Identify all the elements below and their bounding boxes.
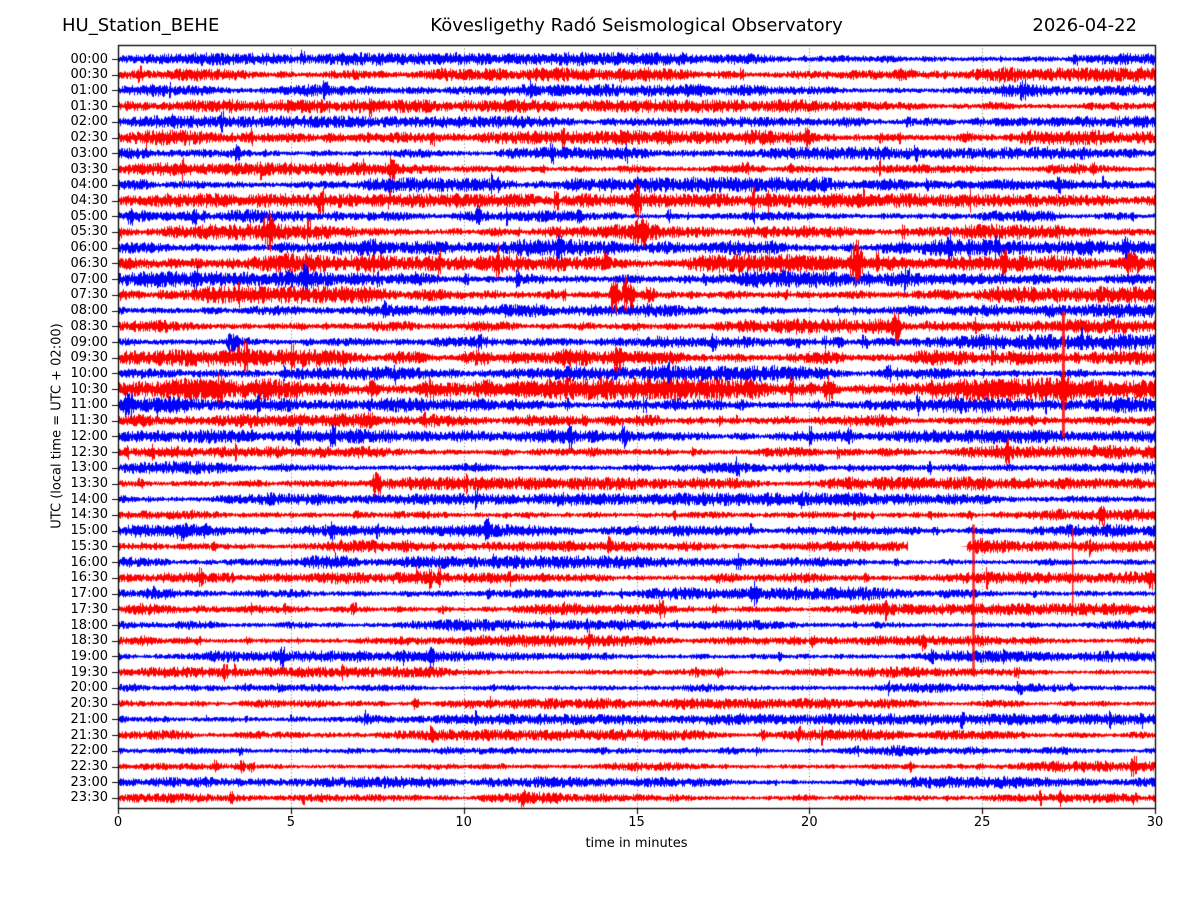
y-tick-label: 01:00 bbox=[70, 82, 108, 98]
y-tick-label: 11:30 bbox=[70, 413, 108, 429]
x-tick-label: 15 bbox=[628, 815, 645, 830]
y-tick-label: 13:00 bbox=[70, 460, 108, 476]
y-tick-label: 12:00 bbox=[70, 428, 108, 444]
y-tick-label: 10:00 bbox=[70, 365, 108, 381]
y-tick-label: 12:30 bbox=[70, 444, 108, 460]
y-tick-label: 00:00 bbox=[70, 51, 108, 67]
y-tick-label: 00:30 bbox=[70, 67, 108, 83]
y-tick-label: 20:30 bbox=[70, 696, 108, 712]
x-tick-label: 25 bbox=[973, 815, 991, 830]
date-label: 2026-04-22 bbox=[1032, 15, 1137, 36]
y-tick-label: 06:30 bbox=[70, 255, 108, 271]
y-tick-label: 07:00 bbox=[70, 271, 108, 287]
y-tick-label: 01:30 bbox=[70, 98, 108, 114]
y-tick-label: 18:00 bbox=[70, 617, 108, 633]
x-axis-label: time in minutes bbox=[585, 836, 688, 851]
y-tick-label: 05:00 bbox=[70, 208, 108, 224]
y-tick-label: 09:30 bbox=[70, 350, 108, 366]
y-tick-label: 03:00 bbox=[70, 145, 108, 161]
y-tick-label: 19:00 bbox=[70, 648, 108, 664]
y-tick-label: 14:30 bbox=[70, 507, 108, 523]
x-tick-label: 5 bbox=[286, 815, 295, 830]
y-tick-label: 20:00 bbox=[70, 680, 108, 696]
y-tick-label: 16:00 bbox=[70, 554, 108, 570]
y-tick-label: 22:00 bbox=[70, 743, 108, 759]
y-tick-label: 02:30 bbox=[70, 130, 108, 146]
y-tick-label: 14:00 bbox=[70, 491, 108, 507]
y-tick-label: 18:30 bbox=[70, 633, 108, 649]
y-tick-label: 21:30 bbox=[70, 727, 108, 743]
station-label: HU_Station_BEHE bbox=[62, 15, 220, 36]
y-tick-label: 16:30 bbox=[70, 570, 108, 586]
observatory-title: Kövesligethy Radó Seismological Observat… bbox=[430, 15, 843, 36]
y-tick-label: 19:30 bbox=[70, 664, 108, 680]
y-tick-label: 17:00 bbox=[70, 586, 108, 602]
y-tick-label: 04:00 bbox=[70, 177, 108, 193]
x-tick-label: 30 bbox=[1146, 815, 1164, 830]
y-tick-label: 05:30 bbox=[70, 224, 108, 240]
y-tick-label: 13:30 bbox=[70, 476, 108, 492]
y-tick-label: 21:00 bbox=[70, 711, 108, 727]
x-tick-label: 10 bbox=[455, 815, 472, 830]
y-tick-label: 22:30 bbox=[70, 759, 108, 775]
x-tick-label: 0 bbox=[113, 815, 123, 830]
y-tick-label: 08:30 bbox=[70, 318, 108, 334]
y-tick-label: 11:00 bbox=[70, 397, 108, 413]
y-tick-label: 09:00 bbox=[70, 334, 108, 350]
y-tick-label: 02:00 bbox=[70, 114, 108, 130]
y-tick-label: 15:00 bbox=[70, 523, 108, 539]
y-tick-label: 08:00 bbox=[70, 303, 108, 319]
y-tick-label: 07:30 bbox=[70, 287, 108, 303]
y-tick-label: 23:30 bbox=[70, 790, 108, 806]
x-tick-label: 20 bbox=[801, 815, 818, 830]
y-tick-label: 15:30 bbox=[70, 538, 108, 554]
y-tick-label: 03:30 bbox=[70, 161, 108, 177]
y-tick-label: 17:30 bbox=[70, 601, 108, 617]
y-tick-label: 06:00 bbox=[70, 240, 108, 256]
y-tick-label: 04:30 bbox=[70, 193, 108, 208]
y-tick-label: 10:30 bbox=[70, 381, 108, 397]
y-tick-label: 23:00 bbox=[70, 774, 108, 790]
